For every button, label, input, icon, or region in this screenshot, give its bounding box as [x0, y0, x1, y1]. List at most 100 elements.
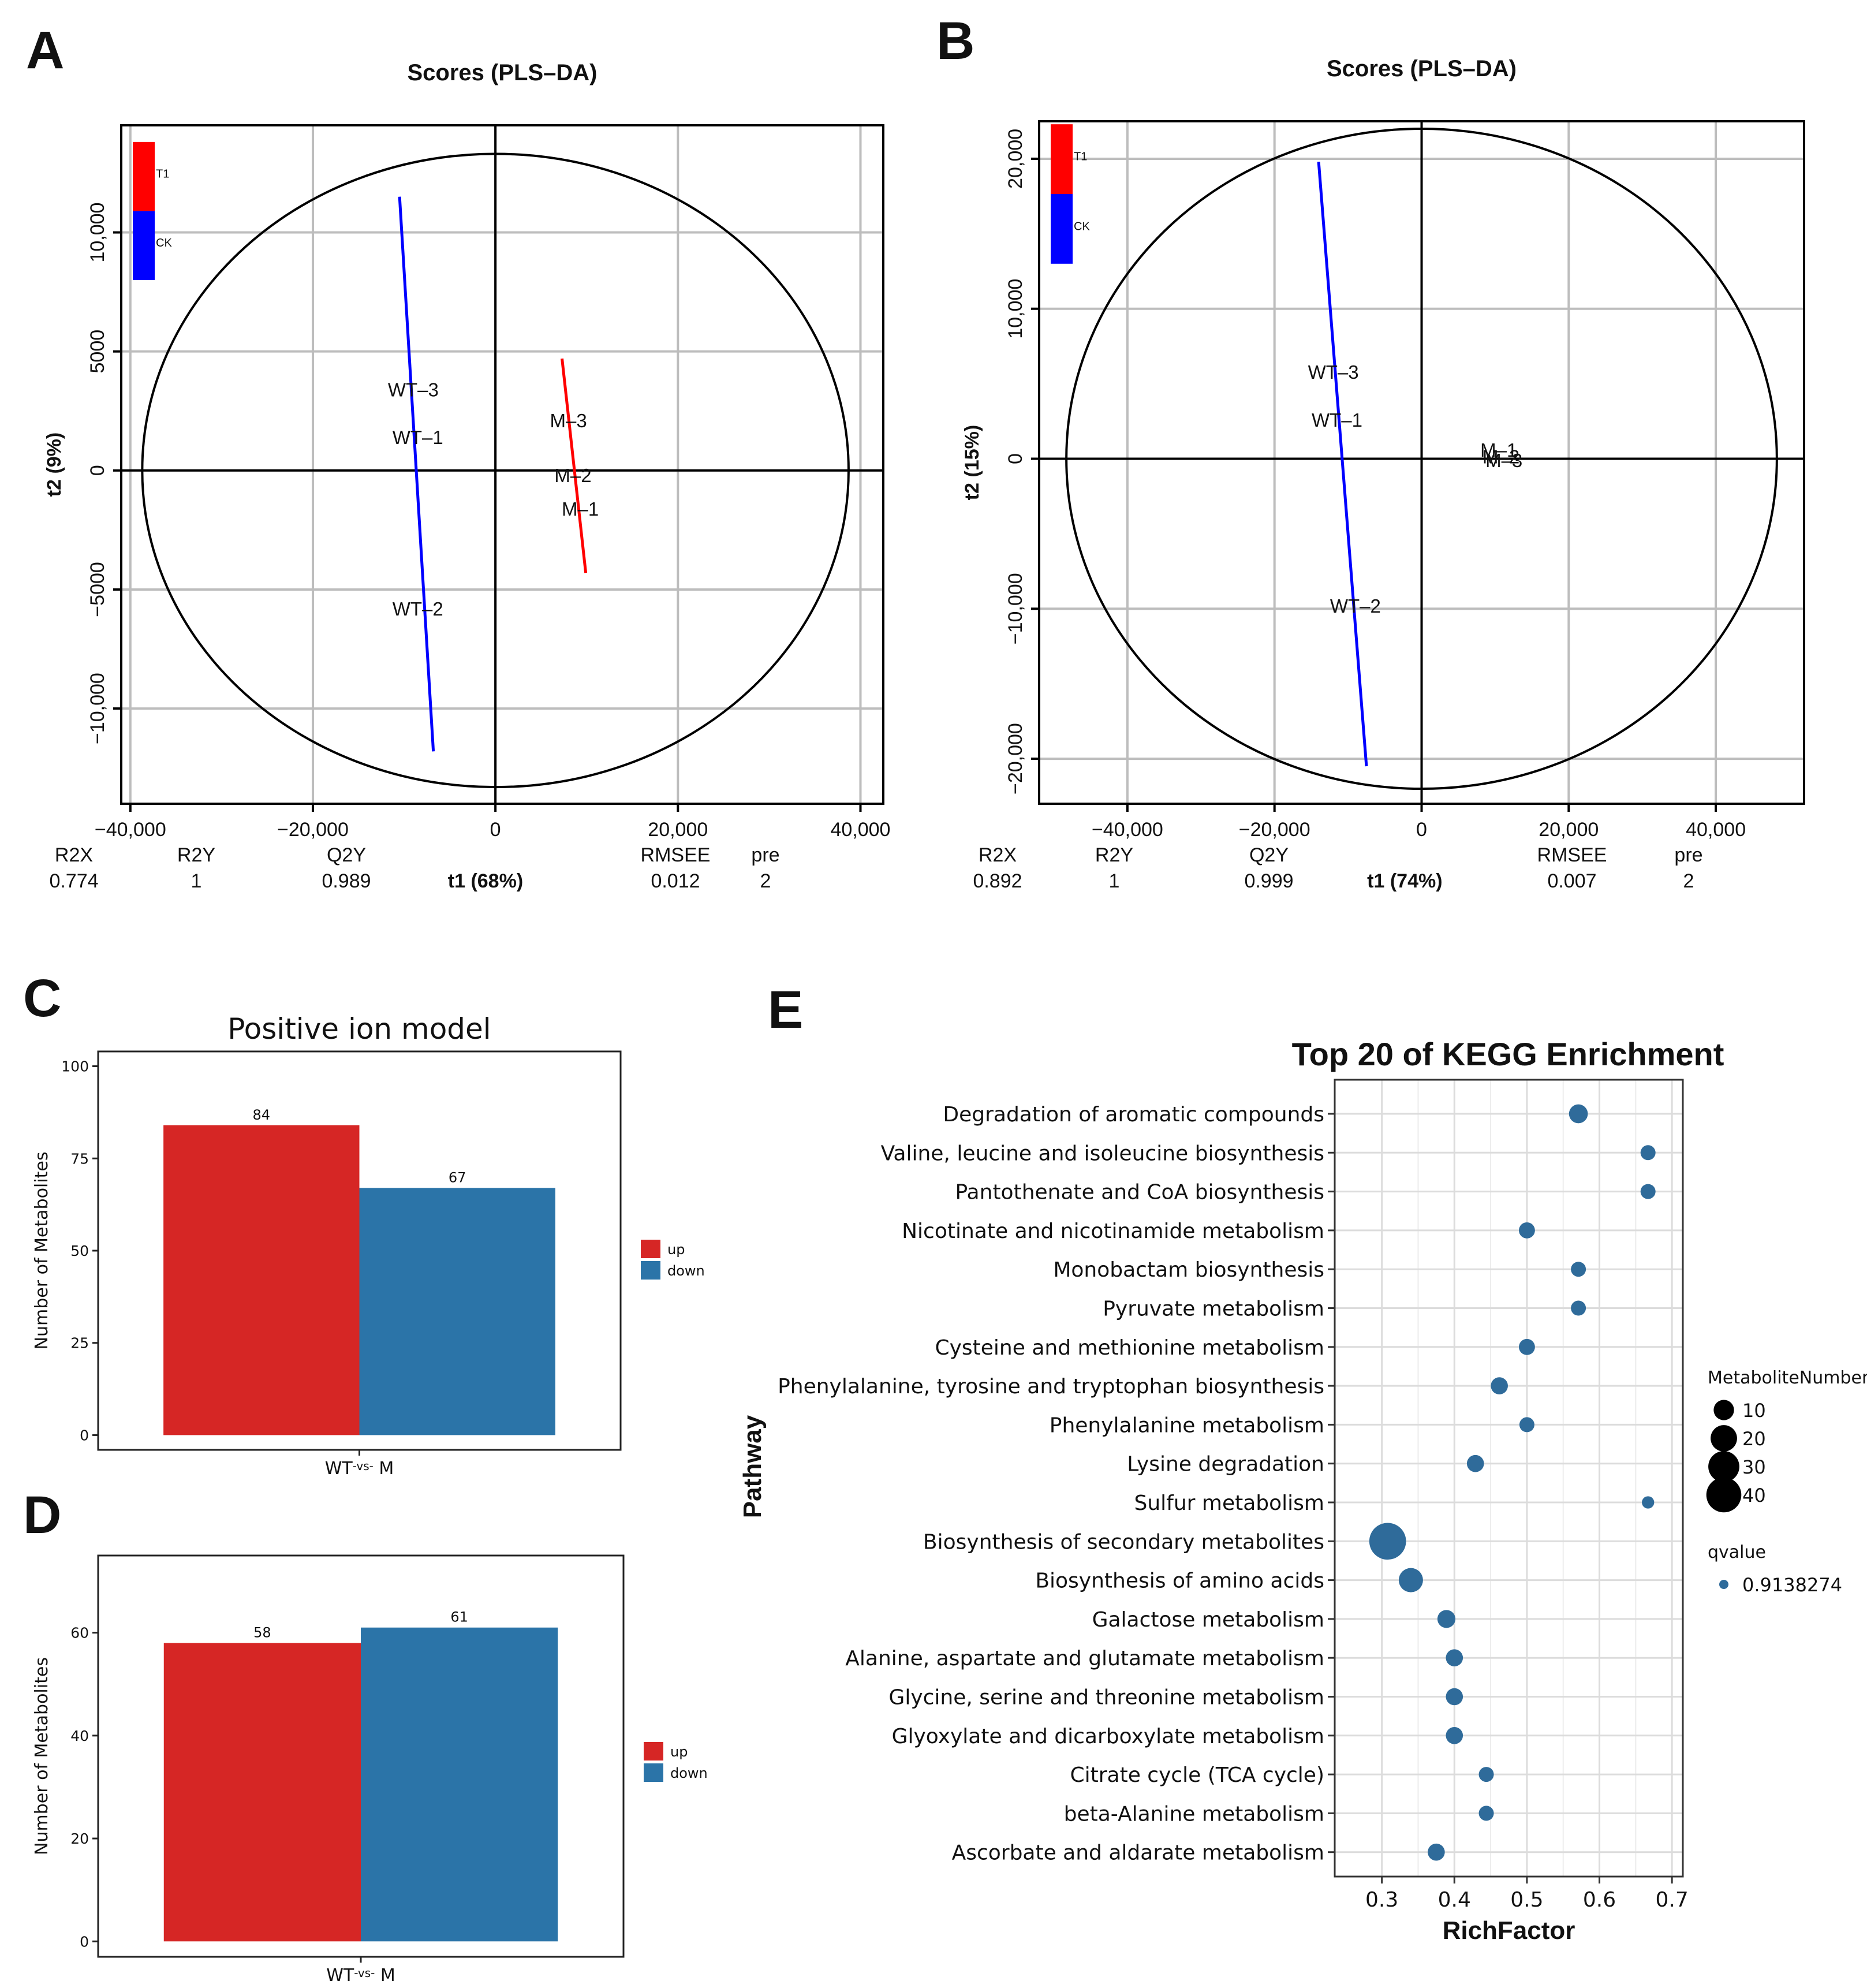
pathway-label: Sulfur metabolism [1134, 1491, 1324, 1515]
size-legend-title: MetaboliteNumber [1708, 1368, 1867, 1388]
y-tick-label: 10,000 [87, 203, 109, 263]
panel-label-a: A [26, 21, 64, 80]
stat-header: RMSEE [641, 844, 711, 866]
x-label-left: WT [326, 1965, 354, 1986]
x-tick-label: 0 [490, 819, 501, 841]
pathway-dot [1466, 1454, 1484, 1472]
pathway-label: Phenylalanine, tyrosine and tryptophan b… [778, 1375, 1324, 1398]
x-tick-label: 0.5 [1510, 1888, 1543, 1912]
stat-header: R2X [979, 844, 1017, 866]
x-tick-label: −20,000 [1239, 819, 1310, 841]
x-label-mid: -vs- [353, 1459, 374, 1473]
pathway-dot [1518, 1222, 1535, 1239]
stat-value: 0.892 [973, 870, 1022, 892]
stat-value: 2 [1683, 870, 1694, 892]
pls-da-plot-a: Scores (PLS–DA) T1 CK WT–3 WT–1 WT–2 M–3 M–2 M–1… [43, 60, 890, 892]
stat-value: 0.989 [322, 870, 371, 892]
pathway-dot [1569, 1104, 1588, 1124]
y-tick-label: 25 [70, 1335, 89, 1352]
y-axis-title: Number of Metabolites [32, 1657, 52, 1855]
chart-title: Top 20 of KEGG Enrichment [1292, 1036, 1724, 1072]
stat-value: 0.007 [1547, 870, 1596, 892]
sample-label: M–3 [550, 410, 587, 431]
bar-up [163, 1125, 360, 1435]
size-legend-dot [1708, 1451, 1739, 1482]
pathway-dot [1428, 1843, 1445, 1861]
group-line-ck [398, 196, 435, 752]
pathway-dot [1491, 1377, 1508, 1394]
y-axis-title: t2 (15%) [961, 425, 983, 500]
bar-value-label: 67 [449, 1169, 466, 1185]
pathway-label: Ascorbate and aldarate metabolism [952, 1841, 1324, 1865]
stat-value: 0.999 [1244, 870, 1293, 892]
legend-swatch-t1 [133, 141, 155, 211]
x-label-right: M [375, 1965, 395, 1986]
x-category-label: WT-vs- M [326, 1965, 395, 1986]
legend-swatch-ck [1051, 193, 1073, 264]
y-axis-title: t2 (9%) [43, 432, 65, 497]
panel-label-e: E [768, 980, 803, 1039]
stat-header: R2Y [177, 844, 215, 866]
size-legend-dot [1711, 1425, 1737, 1452]
x-tick-label: 40,000 [830, 819, 890, 841]
x-tick-label: 0.6 [1583, 1888, 1616, 1912]
pathway-dot [1571, 1262, 1586, 1277]
stat-header: Q2Y [327, 844, 366, 866]
y-tick-label: 60 [70, 1625, 89, 1642]
size-legend-dot [1713, 1400, 1734, 1420]
color-legend-dot [1719, 1580, 1728, 1589]
confidence-ellipse [141, 152, 850, 789]
y-tick-label: −20,000 [1005, 723, 1026, 795]
sample-label: WT–1 [393, 427, 443, 448]
bar-down [361, 1627, 558, 1942]
panel-label-c: C [23, 969, 61, 1028]
plot-panel [1334, 1079, 1684, 1878]
stat-header: Q2Y [1249, 844, 1289, 866]
sample-label: WT–2 [393, 598, 443, 620]
size-legend-label: 10 [1742, 1400, 1766, 1422]
x-tick-label: −40,000 [95, 819, 166, 841]
stat-header: pre [1674, 844, 1702, 866]
legend-label-ck: CK [156, 237, 172, 249]
bar-down [359, 1188, 555, 1435]
pathway-label: Citrate cycle (TCA cycle) [1070, 1763, 1324, 1787]
y-axis-title: Pathway [738, 1415, 767, 1518]
plot-border [1334, 1079, 1684, 1878]
color-legend-label: 0.9138274 [1742, 1574, 1842, 1596]
bar-chart-positive: Positive ion model 84 67 0 25 50 75 100 WT-vs- M… [32, 1012, 705, 1479]
pathway-label: Pantothenate and CoA biosynthesis [955, 1181, 1324, 1204]
chart-title: Positive ion model [227, 1012, 491, 1046]
pathway-label: Lysine degradation [1127, 1453, 1324, 1476]
y-tick-label: 100 [61, 1058, 89, 1075]
y-tick-label: 50 [70, 1243, 89, 1259]
x-category-label: WT-vs- M [325, 1459, 394, 1479]
bar-value-label: 61 [450, 1609, 468, 1625]
stat-value: 0.012 [651, 870, 700, 892]
color-legend-title: qvalue [1708, 1542, 1766, 1562]
sample-label: WT–3 [388, 379, 439, 401]
pathway-label: Biosynthesis of amino acids [1035, 1569, 1324, 1593]
x-tick-label: −20,000 [277, 819, 349, 841]
y-tick-label: −10,000 [1005, 573, 1026, 644]
legend-label-up: up [667, 1241, 685, 1258]
y-tick-label: 0 [87, 465, 109, 476]
legend-swatch-up [641, 1240, 660, 1258]
bar-chart-negative: 58 61 0 20 40 60 WT-vs- M Number of Metabolites… [32, 1554, 708, 1986]
sample-label: M–1 [562, 498, 599, 520]
size-legend-dot [1706, 1477, 1742, 1513]
pathway-label: Nicotinate and nicotinamide metabolism [902, 1219, 1324, 1243]
stat-value: 0.774 [49, 870, 98, 892]
pathway-dot [1478, 1767, 1494, 1782]
pathway-label: Pyruvate metabolism [1103, 1297, 1324, 1321]
pathway-dot [1398, 1568, 1423, 1592]
sample-label: WT–2 [1330, 595, 1381, 617]
x-tick-label: 0.7 [1656, 1888, 1689, 1912]
y-tick-label: 5000 [87, 330, 109, 374]
x-label-right: M [374, 1459, 394, 1479]
x-axis-title: t1 (74%) [1367, 870, 1442, 892]
pathway-label: Biosynthesis of secondary metabolites [923, 1530, 1324, 1554]
sample-label: WT–1 [1312, 409, 1362, 431]
legend-label-t1: T1 [156, 168, 169, 181]
x-tick-label: −40,000 [1092, 819, 1163, 841]
